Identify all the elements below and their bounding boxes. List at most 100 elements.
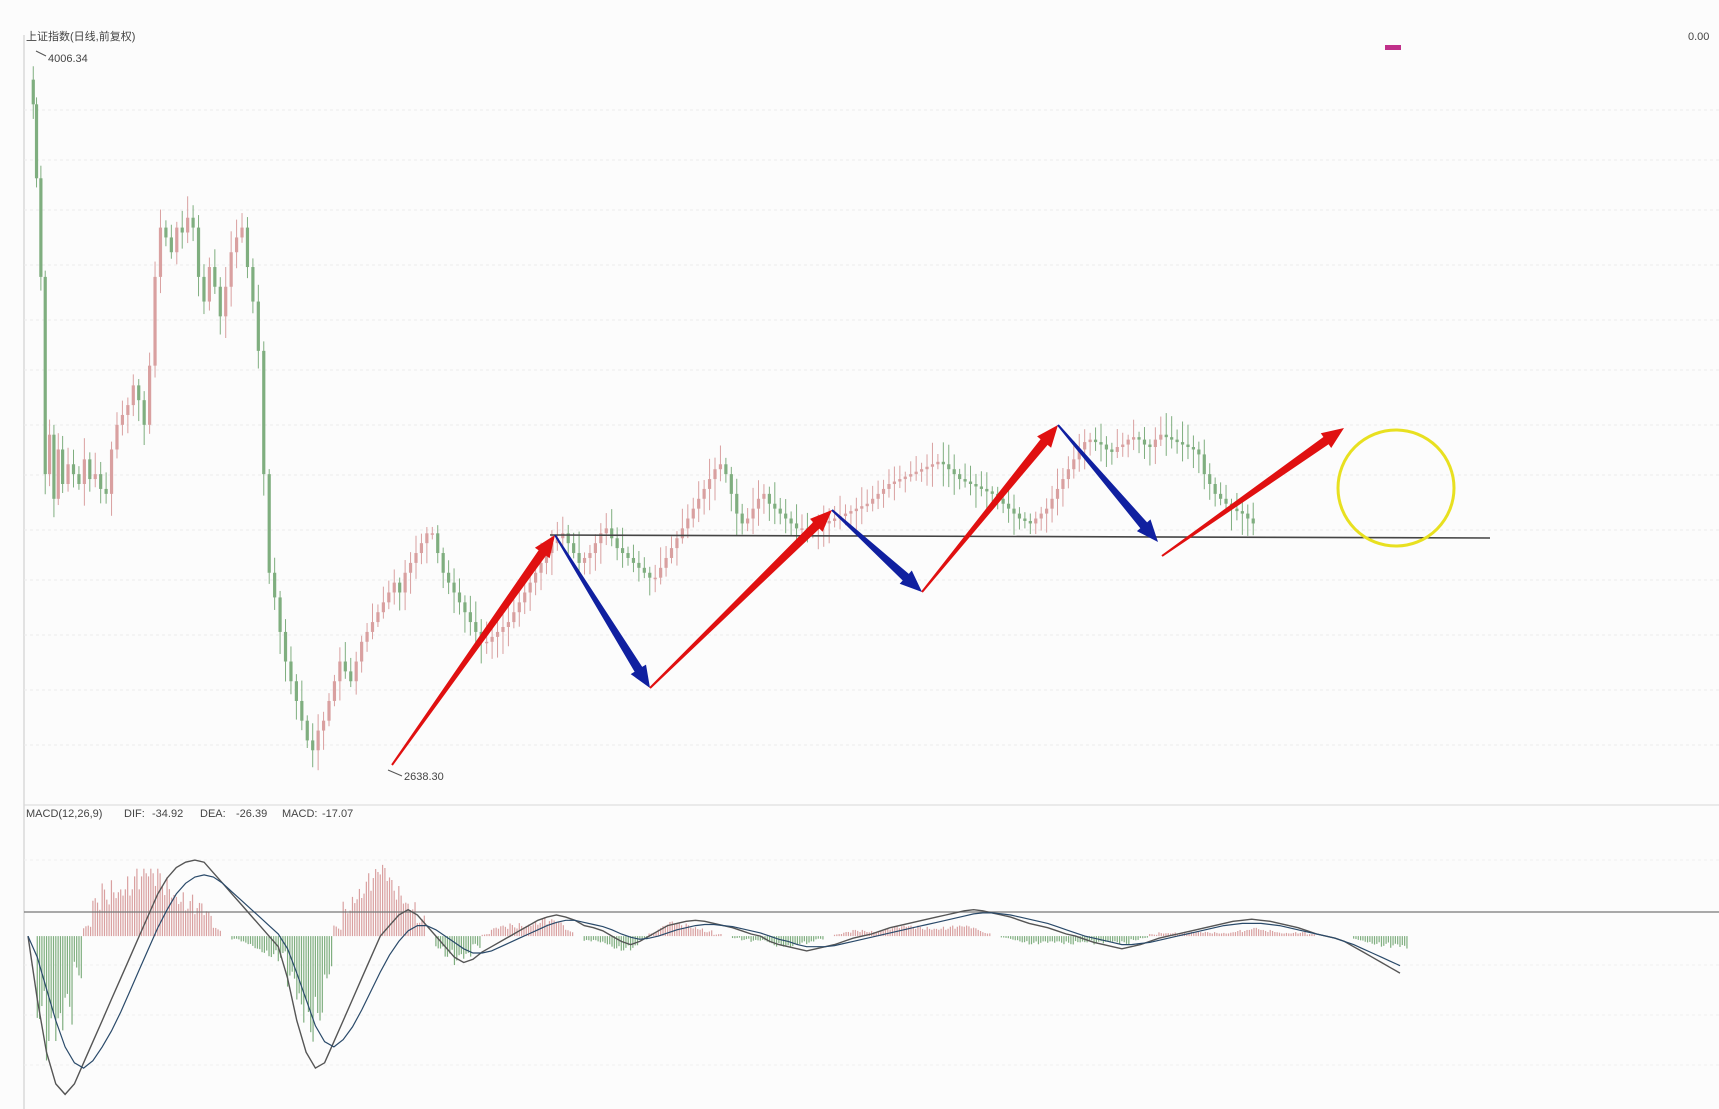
candle-body-178: [985, 488, 989, 492]
chart-title: 上证指数(日线,前复权): [26, 29, 135, 43]
candle-body-42: [245, 227, 250, 268]
candle-body-191: [1055, 488, 1060, 499]
candle-body-62: [354, 661, 358, 682]
candle-body-158: [876, 493, 880, 499]
candle-body-144: [800, 528, 804, 530]
candle-body-220: [1213, 484, 1217, 494]
candle-body-129: [718, 464, 723, 470]
candle-body-200: [1104, 444, 1109, 450]
candle-body-102: [572, 543, 576, 554]
candle-body-189: [1045, 508, 1049, 514]
dea-value: -26.39: [236, 808, 267, 820]
up-arrow-3: [921, 425, 1058, 593]
candle-body-198: [1093, 439, 1098, 443]
candle-body-197: [1088, 439, 1092, 443]
candle-body-27: [164, 227, 168, 238]
top-right-value: 0.00: [1688, 31, 1709, 43]
candle-body-12: [82, 459, 86, 484]
candle-body-177: [979, 486, 983, 489]
candle-body-192: [1061, 479, 1065, 489]
candle-body-54: [311, 740, 315, 751]
candle-body-203: [1121, 444, 1125, 448]
candle-body-173: [958, 474, 962, 480]
candle-body-53: [305, 720, 309, 741]
candle-body-63: [360, 641, 364, 662]
candle-body-109: [610, 528, 614, 539]
candle-body-187: [1034, 518, 1038, 524]
candle-body-159: [881, 488, 886, 494]
candle-body-11: [77, 474, 81, 484]
candle-body-7: [56, 449, 60, 499]
candle-body-31: [186, 217, 190, 233]
candle-body-122: [680, 528, 684, 539]
candle-body-14: [93, 474, 97, 480]
candle-body-182: [1006, 503, 1011, 509]
candle-body-179: [990, 491, 994, 494]
candle-body-186: [1028, 520, 1032, 524]
candle-body-52: [300, 700, 304, 721]
candle-body-18: [115, 424, 119, 450]
candle-body-57: [327, 700, 331, 721]
candle-body-150: [833, 518, 837, 521]
candle-body-33: [196, 227, 201, 277]
candle-body-143: [794, 523, 799, 529]
candle-body-121: [675, 538, 679, 549]
candle-body-103: [577, 553, 581, 563]
candle-body-61: [349, 671, 353, 682]
candle-body-107: [599, 533, 603, 544]
candle-body-60: [343, 661, 347, 672]
candle-body-172: [952, 469, 956, 475]
candle-body-6: [52, 434, 56, 499]
price-grid: [24, 109, 1719, 1066]
candle-body-138: [767, 493, 771, 504]
candle-body-44: [256, 301, 260, 351]
wave-arrows: [391, 424, 1344, 766]
candle-body-160: [887, 484, 891, 489]
candle-body-88: [495, 631, 500, 637]
candle-body-5: [47, 434, 52, 475]
candle-body-221: [1218, 493, 1223, 499]
candle-body-218: [1202, 454, 1206, 475]
candle-body-142: [789, 518, 793, 524]
candle-body-153: [849, 511, 853, 514]
candle-body-154: [854, 508, 858, 512]
candle-body-207: [1142, 439, 1147, 445]
candle-body-106: [593, 543, 597, 554]
candle-body-183: [1012, 508, 1016, 514]
candle-body-16: [104, 488, 108, 494]
candle-body-110: [615, 538, 619, 549]
candle-body-68: [387, 592, 391, 603]
candle-body-199: [1099, 442, 1103, 445]
candle-body-139: [773, 503, 777, 509]
highlight-circle: [1336, 428, 1456, 548]
candle-body-89: [501, 627, 505, 632]
candle-body-131: [729, 474, 733, 494]
candle-body-47: [273, 572, 277, 598]
candle-body-124: [691, 508, 695, 519]
candle-body-20: [126, 405, 130, 415]
candle-body-149: [827, 520, 831, 524]
candle-body-188: [1039, 513, 1043, 519]
candle-body-134: [746, 518, 750, 524]
candle-body-95: [533, 572, 538, 583]
candle-body-193: [1066, 469, 1070, 480]
candle-body-93: [523, 592, 527, 603]
candle-body-51: [294, 681, 298, 701]
candle-body-94: [528, 582, 532, 593]
macd-value: -17.07: [322, 808, 353, 820]
candle-body-55: [316, 730, 320, 751]
candle-body-3: [39, 178, 43, 277]
candle-body-77: [436, 533, 440, 554]
candle-body-226: [1246, 513, 1250, 519]
candle-body-76: [430, 533, 434, 535]
candle-body-227: [1251, 518, 1255, 524]
candle-body-136: [756, 498, 761, 509]
up-arrow-1: [391, 535, 555, 766]
low-price-label: 2638.30: [404, 771, 444, 783]
candle-body-224: [1235, 508, 1239, 512]
candle-body-30: [180, 227, 184, 233]
candle-body-22: [137, 385, 141, 401]
candle-body-164: [909, 474, 913, 477]
candle-body-185: [1023, 518, 1027, 521]
